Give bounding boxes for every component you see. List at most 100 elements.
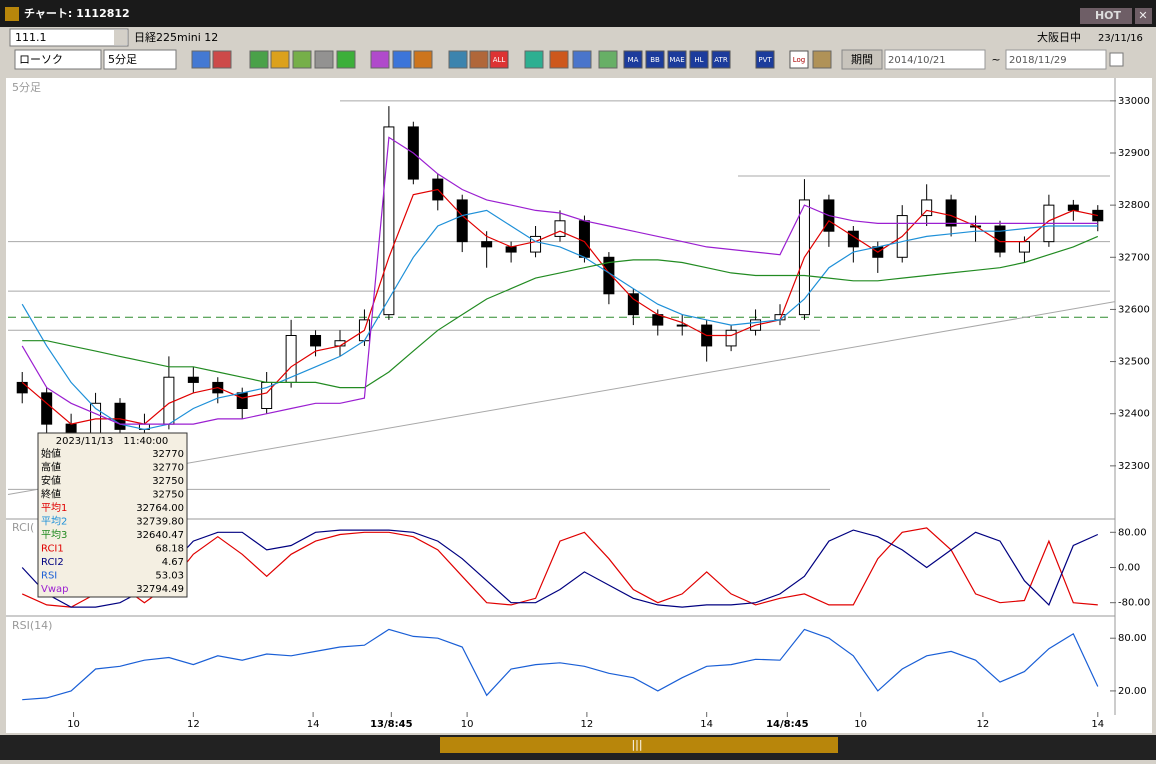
- y-tick-label: 32600: [1118, 304, 1150, 315]
- close-button[interactable]: [1135, 8, 1152, 24]
- close-icon[interactable]: ✕: [1138, 9, 1147, 22]
- toolbar-icon[interactable]: [549, 50, 569, 69]
- y-tick-label: 20.00: [1118, 686, 1147, 697]
- plot-area: [6, 78, 1115, 715]
- period-button[interactable]: [841, 49, 883, 70]
- y-tick-label: 32700: [1118, 252, 1150, 263]
- y-tick-label: 0.00: [1118, 563, 1140, 574]
- toolbar-icon[interactable]: [292, 50, 312, 69]
- window-title: チャート: 1112812: [24, 7, 130, 20]
- toolbar-icon[interactable]: [336, 50, 356, 69]
- period-label[interactable]: 期間: [851, 53, 873, 66]
- info-timestamp: 2023/11/13 11:40:00: [56, 436, 169, 447]
- toolbar-icon[interactable]: [789, 50, 809, 69]
- date-from-box[interactable]: [884, 49, 986, 70]
- candle-body: [554, 220, 566, 237]
- dropdown-button[interactable]: [114, 30, 127, 45]
- candle-body: [456, 199, 468, 243]
- toolbar-icon-label[interactable]: Log: [793, 56, 806, 64]
- symbol-input[interactable]: [9, 28, 129, 47]
- toolbar-icon-label[interactable]: PVT: [758, 56, 772, 64]
- info-label: 平均1: [41, 501, 67, 514]
- checkbox[interactable]: [1109, 52, 1124, 67]
- y-tick-label: 32900: [1118, 148, 1150, 159]
- candle-body: [481, 241, 493, 248]
- toolbar-icon[interactable]: [812, 50, 832, 69]
- candle-body: [530, 235, 542, 253]
- toolbar-icon[interactable]: [249, 50, 269, 69]
- info-value: 32750: [152, 490, 184, 501]
- title-bar: [0, 0, 1156, 27]
- market-date: 23/11/16: [1098, 33, 1143, 44]
- toolbar-icon[interactable]: [448, 50, 468, 69]
- toolbar-icon[interactable]: [524, 50, 544, 69]
- toolbar-icon[interactable]: [370, 50, 390, 69]
- x-tick-label: 14: [307, 719, 320, 730]
- toolbar-icon-label[interactable]: MA: [628, 56, 639, 64]
- candle-body: [41, 392, 53, 425]
- series-line: [21, 209, 1098, 431]
- x-tick-label: 13/8:45: [370, 719, 412, 730]
- x-tick-label: 14/8:45: [766, 719, 808, 730]
- series-line: [22, 235, 1099, 389]
- y-tick-label: 33000: [1118, 96, 1150, 107]
- candle-body: [1067, 204, 1079, 211]
- toolbar-icon-label[interactable]: ALL: [493, 56, 506, 64]
- toolbar-icon[interactable]: [392, 50, 412, 69]
- date-from[interactable]: 2014/10/21: [888, 55, 946, 66]
- chart-type[interactable]: ローソク: [19, 53, 63, 66]
- toolbar-icon[interactable]: [755, 50, 775, 69]
- candle-body: [163, 376, 175, 425]
- y-tick-label: 80.00: [1118, 527, 1147, 538]
- toolbar-icon[interactable]: [645, 50, 665, 69]
- x-tick-label: 14: [700, 719, 713, 730]
- y-tick-label: 32300: [1118, 461, 1150, 472]
- info-label: 始値: [41, 447, 61, 460]
- toolbar-icon[interactable]: [191, 50, 211, 69]
- interval-select[interactable]: [103, 49, 177, 70]
- toolbar-icon-label[interactable]: HL: [694, 56, 703, 64]
- chart-type-select[interactable]: [14, 49, 102, 70]
- trend-line: [7, 301, 1116, 496]
- scroll-thumb[interactable]: [440, 737, 838, 753]
- scroll-grip[interactable]: |||: [631, 738, 642, 751]
- candle-body: [187, 376, 199, 383]
- toolbar-icon[interactable]: [598, 50, 618, 69]
- toolbar-icon[interactable]: [711, 50, 731, 69]
- toolbar-icon[interactable]: [572, 50, 592, 69]
- toolbar-icon-label[interactable]: ATR: [714, 56, 728, 64]
- info-label: 安値: [41, 474, 61, 487]
- hot-button[interactable]: [1080, 8, 1132, 24]
- date-to-box[interactable]: [1005, 49, 1107, 70]
- toolbar-icon[interactable]: [667, 50, 687, 69]
- app-icon: [5, 7, 19, 21]
- toolbar-icon[interactable]: [489, 50, 509, 69]
- candle-body: [114, 402, 126, 430]
- info-label: 平均2: [41, 515, 67, 528]
- info-label: 終値: [41, 488, 61, 501]
- candle-body: [383, 126, 395, 316]
- candle-body: [16, 381, 28, 394]
- toolbar-icon[interactable]: [469, 50, 489, 69]
- info-value: 32770: [152, 463, 184, 474]
- toolbar-icon[interactable]: [413, 50, 433, 69]
- hot-label[interactable]: HOT: [1095, 9, 1122, 22]
- toolbar-icon[interactable]: [314, 50, 334, 69]
- toolbar-icon[interactable]: [270, 50, 290, 69]
- toolbar-icon-label[interactable]: BB: [650, 56, 660, 64]
- candle-body: [578, 220, 590, 258]
- date-to[interactable]: 2018/11/29: [1009, 55, 1067, 66]
- toolbar-icon[interactable]: [689, 50, 709, 69]
- candle-body: [1018, 241, 1030, 253]
- candle-body: [236, 392, 248, 410]
- info-label: RSI: [41, 571, 57, 582]
- info-value: 32739.80: [136, 517, 184, 528]
- symbol-text[interactable]: 111.1: [15, 31, 47, 44]
- interval[interactable]: 5分足: [108, 53, 137, 66]
- toolbar-icon-label[interactable]: MAE: [669, 56, 684, 64]
- toolbar-icon[interactable]: [623, 50, 643, 69]
- toolbar-icon[interactable]: [212, 50, 232, 69]
- info-label: 平均3: [41, 528, 67, 541]
